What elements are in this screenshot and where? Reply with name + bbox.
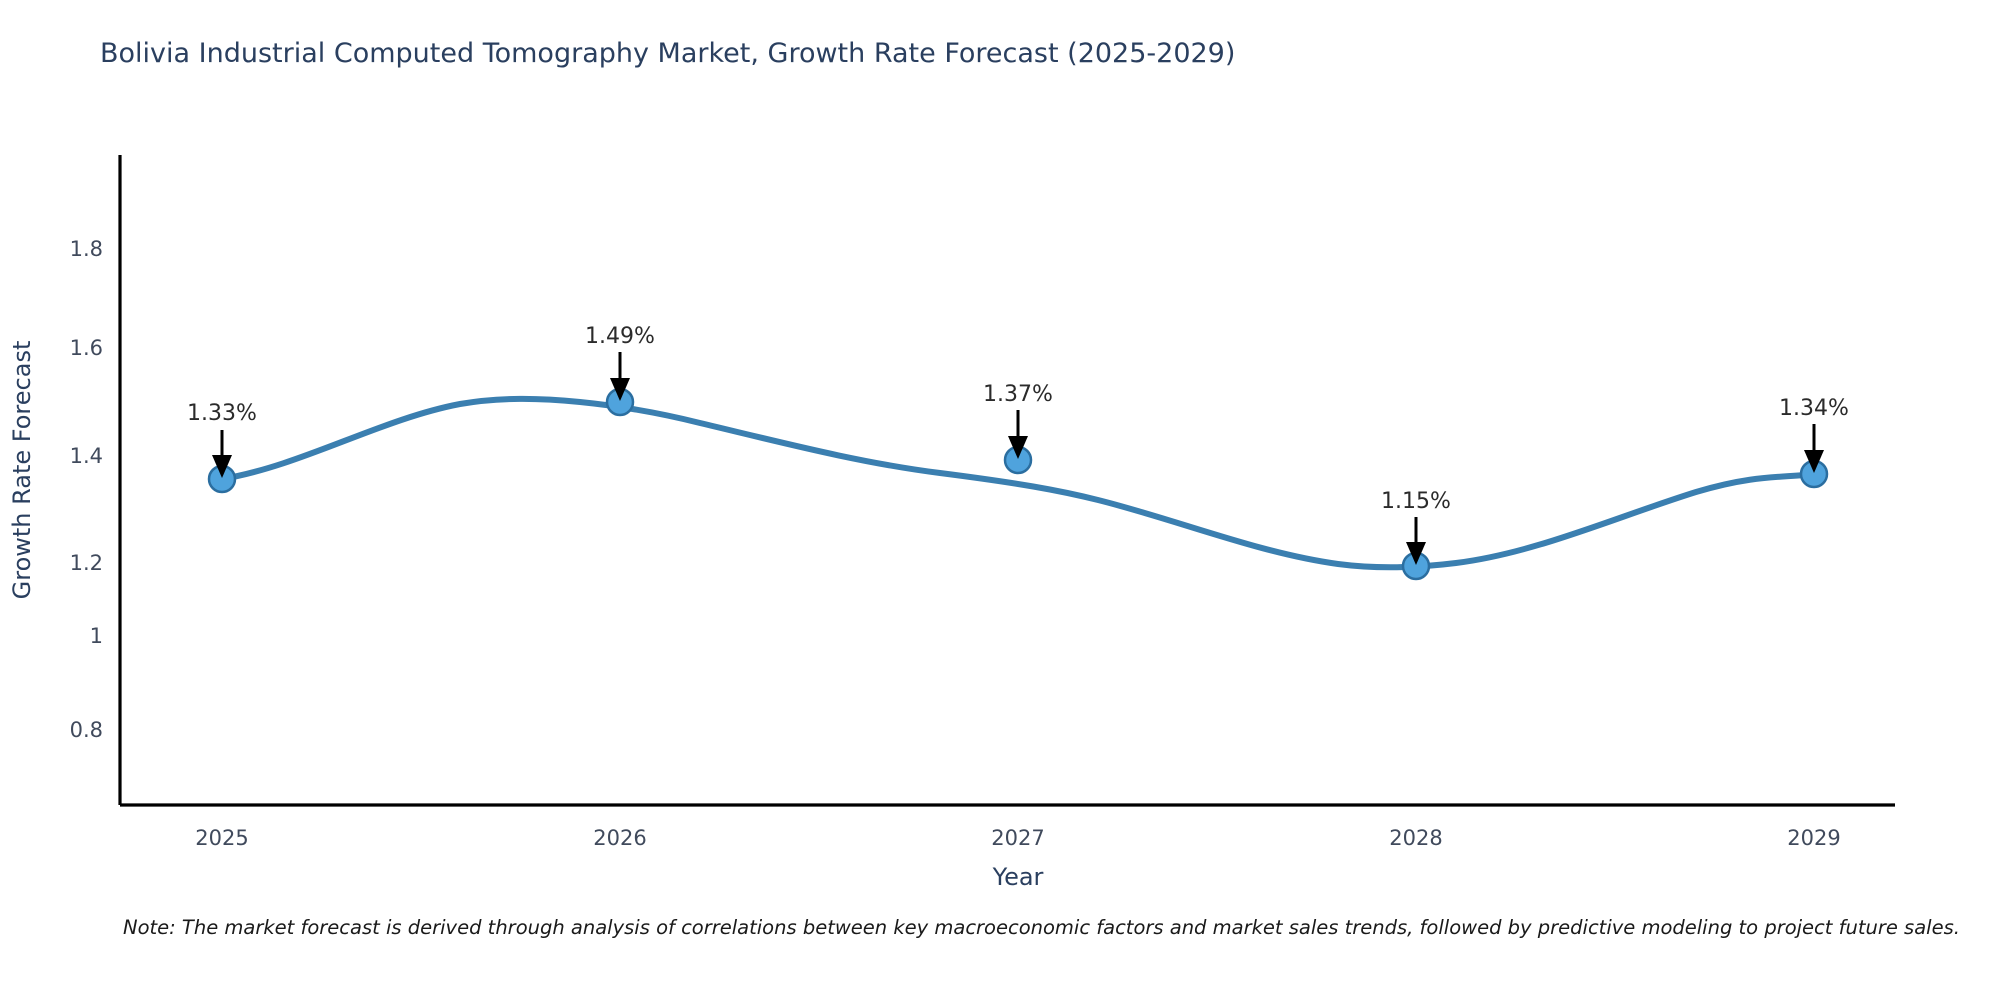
y-tick-label: 0.8 xyxy=(70,718,103,742)
data-label: 1.15% xyxy=(1381,489,1451,514)
x-tick-label: 2027 xyxy=(991,826,1044,850)
x-axis-title: Year xyxy=(992,863,1044,891)
page-title: Bolivia Industrial Computed Tomography M… xyxy=(100,38,1236,69)
data-labels: 1.33% 1.49% 1.37% 1.15% 1.34% xyxy=(187,324,1849,514)
y-tick-label: 1.8 xyxy=(70,237,103,261)
y-tick-label: 1 xyxy=(90,624,103,648)
data-label: 1.33% xyxy=(187,401,257,426)
data-label: 1.34% xyxy=(1779,396,1849,421)
y-tick-label: 1.4 xyxy=(70,444,103,468)
data-label: 1.49% xyxy=(585,324,655,349)
y-axis-ticks: 1.8 1.6 1.4 1.2 1 0.8 xyxy=(70,237,103,742)
annotation-arrow-icon xyxy=(610,352,630,401)
annotation-arrow-icon xyxy=(1406,517,1426,565)
x-tick-label: 2026 xyxy=(593,826,646,850)
axes-group xyxy=(118,155,1895,807)
footnote: Note: The market forecast is derived thr… xyxy=(123,916,1960,939)
y-tick-label: 1.2 xyxy=(70,551,103,575)
y-axis-title: Growth Rate Forecast xyxy=(8,341,36,600)
annotation-arrow-icon xyxy=(1008,410,1028,459)
x-axis-ticks: 2025 2026 2027 2028 2029 xyxy=(195,826,1840,850)
annotation-arrow-icon xyxy=(1804,424,1824,473)
y-tick-label: 1.6 xyxy=(70,336,103,360)
x-tick-label: 2028 xyxy=(1389,826,1442,850)
x-tick-label: 2029 xyxy=(1787,826,1840,850)
annotation-arrow-icon xyxy=(212,430,232,478)
series-line xyxy=(219,395,1817,571)
x-tick-label: 2025 xyxy=(195,826,248,850)
data-label: 1.37% xyxy=(983,382,1053,407)
annotation-arrows xyxy=(212,352,1824,565)
